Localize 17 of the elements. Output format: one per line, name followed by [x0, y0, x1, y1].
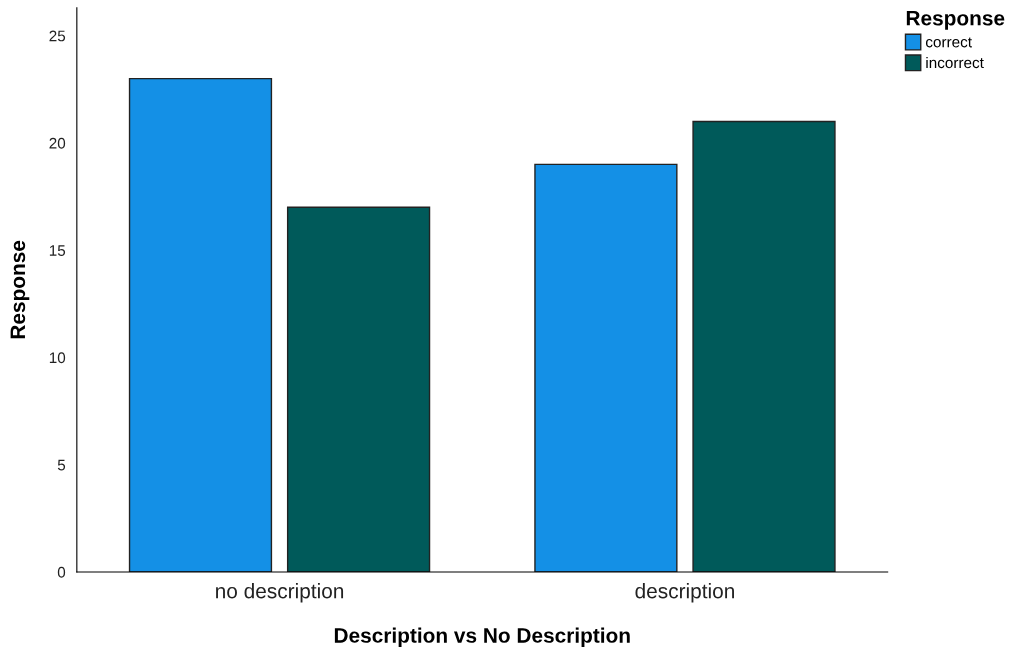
y-tick-label: 0 — [57, 566, 66, 578]
bar — [286, 206, 431, 572]
y-tick-label: 25 — [49, 30, 66, 42]
y-tick-label: 10 — [49, 352, 66, 364]
x-tick-label: no description — [216, 583, 344, 603]
y-axis-title: Response — [10, 240, 30, 339]
legend-label: incorrect — [926, 56, 984, 69]
bar — [692, 120, 836, 572]
legend-label: correct — [925, 37, 972, 48]
y-tick-label: 15 — [49, 245, 66, 256]
x-axis-title: Description vs No Description — [334, 627, 630, 647]
bar — [128, 77, 273, 572]
legend-title: Response — [906, 11, 1005, 30]
y-tick-label: 20 — [49, 137, 66, 149]
y-tick-label: 5 — [57, 459, 66, 471]
bar — [534, 163, 678, 572]
x-tick-label: description — [635, 583, 734, 603]
